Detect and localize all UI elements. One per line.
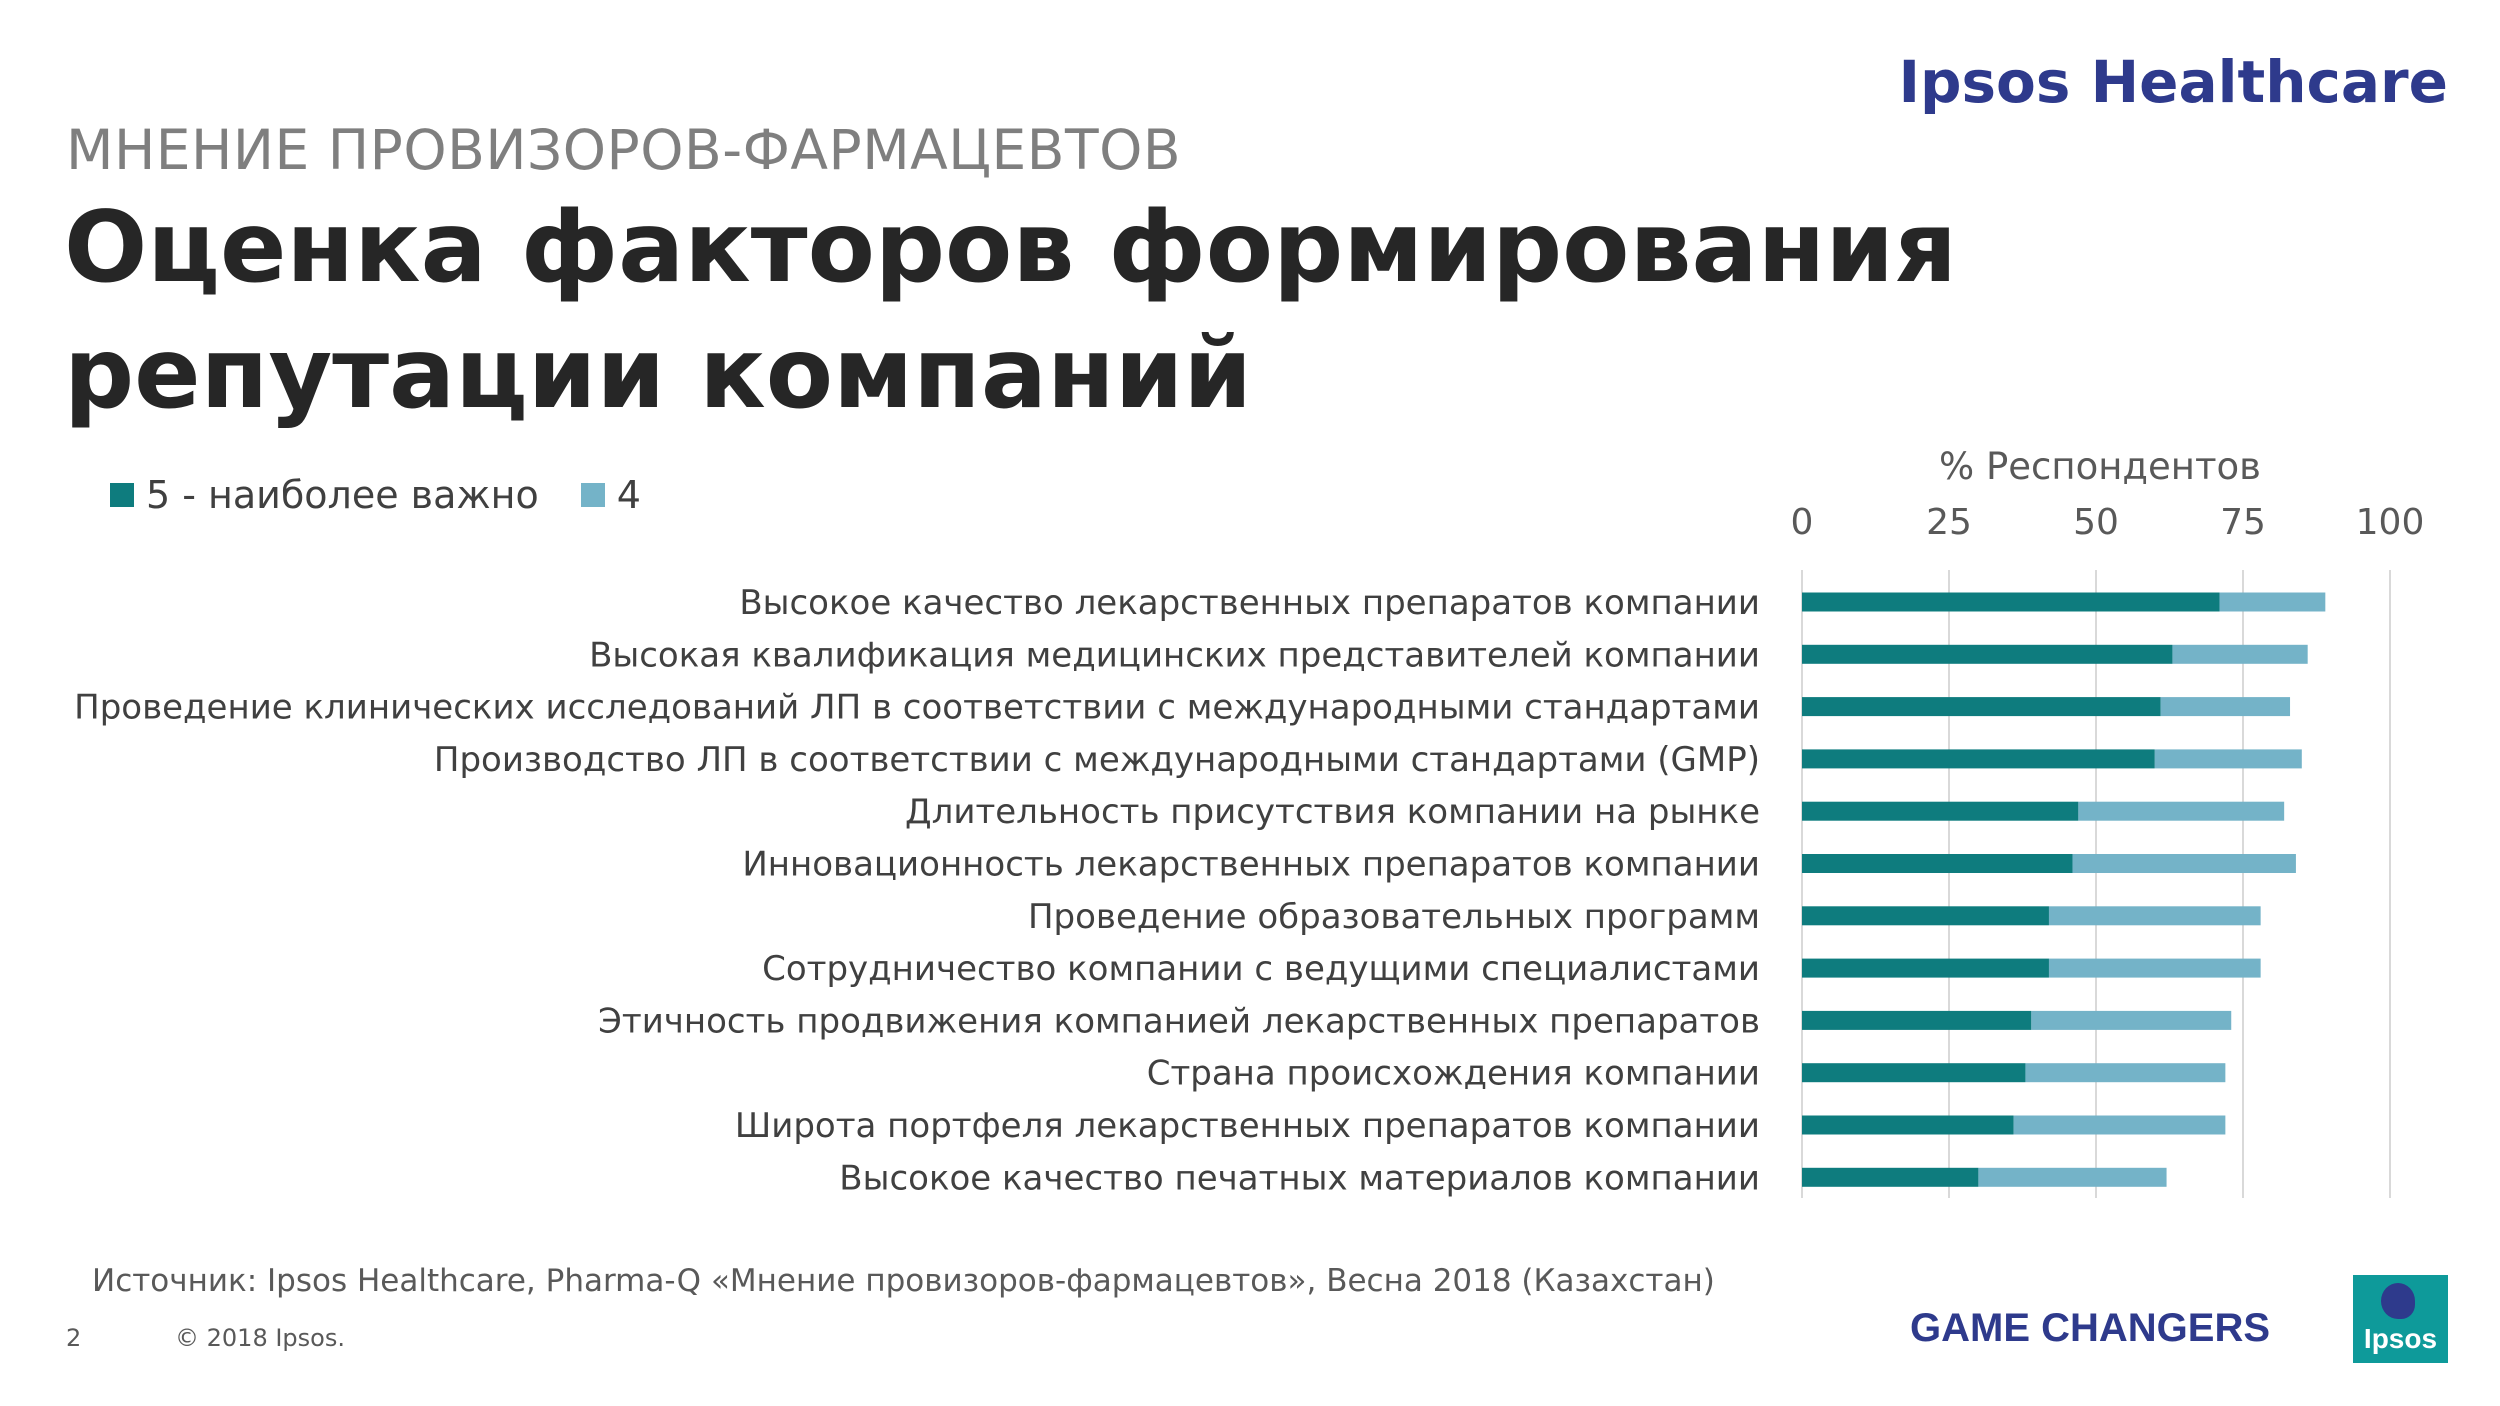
- logo-text: Ipsos: [2363, 1323, 2438, 1354]
- tagline: GAME CHANGERS: [1910, 1306, 2271, 1350]
- bar-series-4: [2031, 1010, 2232, 1030]
- copyright: © 2018 Ipsos.: [175, 1324, 345, 1352]
- category-label: Этичность продвижения компанией лекарств…: [598, 1001, 1760, 1041]
- category-label: Высокое качество лекарственных препарато…: [739, 583, 1760, 623]
- legend-label-series-4: 4: [616, 473, 641, 517]
- x-tick-label: 50: [2073, 502, 2119, 543]
- chart-legend: 5 - наиболее важно 4: [110, 473, 683, 517]
- bar-series-5: [1802, 697, 2161, 717]
- bar-series-5: [1802, 906, 2049, 926]
- bar-series-5: [1802, 854, 2073, 873]
- bar-series-5: [1802, 1010, 2032, 1030]
- x-axis-title: % Респондентов: [1939, 445, 2261, 488]
- category-label: Широта портфеля лекарственных препаратов…: [735, 1106, 1760, 1146]
- bar-series-4: [2072, 854, 2296, 873]
- logo-head-icon: [2381, 1283, 2415, 1319]
- bar-series-5: [1802, 1167, 1979, 1187]
- legend-item-series-4: 4: [580, 473, 641, 517]
- x-tick-label: 25: [1926, 502, 1972, 543]
- page-title: Оценка факторов формирования репутации к…: [64, 191, 1957, 431]
- category-label: Высокая квалификация медицинских предста…: [589, 635, 1760, 675]
- legend-label-series-5: 5 - наиболее важно: [146, 473, 539, 517]
- bar-series-4: [2154, 749, 2302, 769]
- x-tick-label: 0: [1791, 502, 1814, 543]
- page-subtitle: МНЕНИЕ ПРОВИЗОРОВ-ФАРМАЦЕВТОВ: [66, 118, 1182, 182]
- bar-series-4: [2025, 1063, 2226, 1083]
- category-label: Сотрудничество компании с ведущими специ…: [762, 949, 1760, 989]
- bar-series-5: [1802, 801, 2079, 821]
- category-label: Высокое качество печатных материалов ком…: [839, 1158, 1760, 1198]
- bar-series-4: [2219, 592, 2326, 612]
- category-label: Проведение образовательных программ: [1028, 897, 1760, 937]
- bar-series-5: [1802, 644, 2173, 664]
- bar-series-5: [1802, 1063, 2026, 1083]
- bar-series-4: [2048, 906, 2261, 926]
- bar-series-4: [2172, 644, 2308, 664]
- category-label: Длительность присутствия компании на рын…: [905, 792, 1760, 832]
- bar-series-5: [1802, 958, 2049, 978]
- bar-series-4: [2160, 697, 2291, 717]
- legend-item-series-5: 5 - наиболее важно: [110, 473, 539, 517]
- bar-series-5: [1802, 592, 2220, 612]
- category-label: Страна происхождения компании: [1147, 1054, 1760, 1094]
- bar-series-4: [2078, 801, 2285, 821]
- bar-series-5: [1802, 1115, 2014, 1135]
- bar-series-5: [1802, 749, 2155, 769]
- category-label: Инновационность лекарственных препаратов…: [742, 845, 1760, 885]
- legend-swatch-series-4: [580, 483, 605, 507]
- brand-logo-text: Ipsos Healthcare: [1898, 48, 2448, 116]
- source-note: Источник: Ipsos Healthcare, Pharma-Q «Мн…: [92, 1263, 1715, 1299]
- ipsos-logo: Ipsos: [2353, 1275, 2448, 1363]
- category-label: Проведение клинических исследований ЛП в…: [74, 688, 1760, 728]
- legend-swatch-series-5: [110, 483, 134, 507]
- bar-series-4: [1978, 1167, 2167, 1187]
- page-number: 2: [66, 1324, 82, 1352]
- category-label: Производство ЛП в соответствии с междуна…: [434, 740, 1760, 780]
- x-tick-label: 100: [2356, 502, 2425, 543]
- bar-series-4: [2048, 958, 2261, 978]
- x-tick-label: 75: [2220, 502, 2266, 543]
- bar-series-4: [2013, 1115, 2226, 1135]
